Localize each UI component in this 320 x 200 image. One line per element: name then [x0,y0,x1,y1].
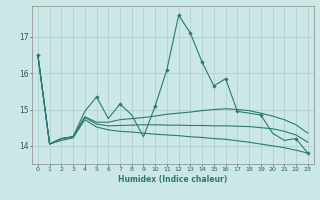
X-axis label: Humidex (Indice chaleur): Humidex (Indice chaleur) [118,175,228,184]
